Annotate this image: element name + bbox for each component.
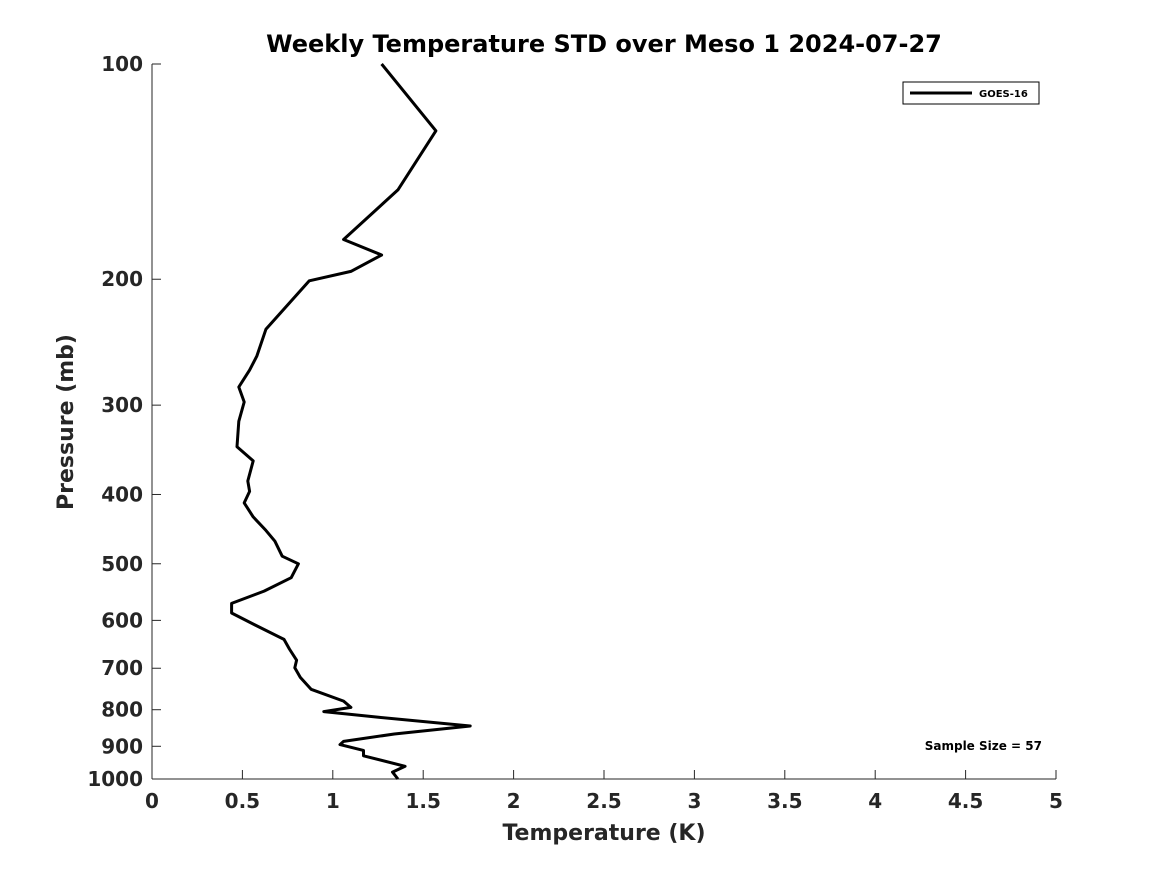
y-tick-label: 300 xyxy=(101,393,143,417)
y-tick-label: 700 xyxy=(101,656,143,680)
x-tick-label: 3.5 xyxy=(767,789,802,813)
legend: GOES-16 xyxy=(902,81,1040,105)
x-tick-label: 1.5 xyxy=(405,789,440,813)
y-tick-label: 500 xyxy=(101,552,143,576)
y-tick-label: 900 xyxy=(101,734,143,758)
y-tick-label: 800 xyxy=(101,698,143,722)
y-tick-label: 400 xyxy=(101,482,143,506)
y-tick-label: 200 xyxy=(101,267,143,291)
x-tick-label: 4 xyxy=(868,789,882,813)
x-tick-label: 1 xyxy=(326,789,340,813)
x-axis-label: Temperature (K) xyxy=(502,821,705,846)
y-tick-label: 100 xyxy=(101,52,143,76)
x-tick-label: 2.5 xyxy=(586,789,621,813)
y-tick-label: 600 xyxy=(101,608,143,632)
x-axis-ticks: 0 0.5 1 1.5 2 2.5 3 3.5 4 4.5 5 xyxy=(145,770,1063,813)
x-tick-label: 4.5 xyxy=(948,789,983,813)
x-tick-label: 2 xyxy=(507,789,521,813)
x-tick-label: 0.5 xyxy=(225,789,260,813)
series-line-goes-16 xyxy=(230,63,472,780)
x-tick-label: 3 xyxy=(687,789,701,813)
legend-label-goes-16: GOES-16 xyxy=(979,89,1028,100)
x-tick-label: 5 xyxy=(1049,789,1063,813)
chart-title: Weekly Temperature STD over Meso 1 2024-… xyxy=(266,30,942,58)
y-tick-label: 1000 xyxy=(87,767,143,791)
y-axis-label: Pressure (mb) xyxy=(54,334,79,510)
y-axis-ticks: 100 200 300 400 500 600 700 800 900 1000 xyxy=(87,52,161,791)
sample-size-annotation: Sample Size = 57 xyxy=(925,739,1042,753)
x-tick-label: 0 xyxy=(145,789,159,813)
